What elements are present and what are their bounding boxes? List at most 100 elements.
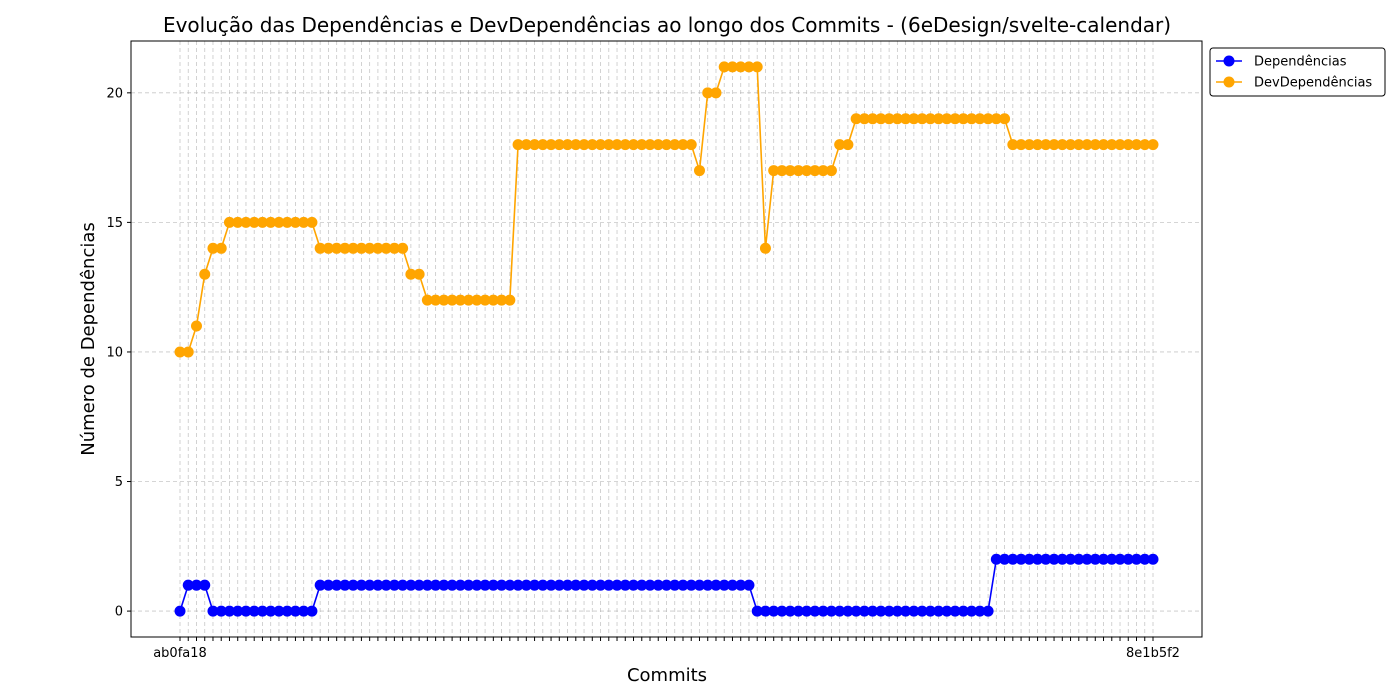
- data-point: [248, 216, 260, 228]
- data-point: [355, 579, 367, 591]
- data-point: [545, 579, 557, 591]
- data-point: [207, 605, 219, 617]
- data-point: [273, 216, 285, 228]
- data-point: [553, 139, 565, 151]
- data-point: [710, 579, 722, 591]
- x-tick-label-first: ab0fa18: [153, 646, 207, 661]
- data-point: [685, 579, 697, 591]
- data-point: [1114, 553, 1126, 565]
- data-point: [322, 242, 334, 254]
- data-point: [974, 605, 986, 617]
- data-point: [916, 113, 928, 125]
- data-point: [578, 139, 590, 151]
- data-point: [182, 579, 194, 591]
- grid-lines: [131, 41, 1202, 637]
- data-point: [751, 61, 763, 73]
- data-point: [1040, 139, 1052, 151]
- data-point: [372, 579, 384, 591]
- data-point: [1139, 139, 1151, 151]
- data-point: [611, 139, 623, 151]
- data-point: [1015, 139, 1027, 151]
- data-point: [223, 216, 235, 228]
- y-axis-label: Número de Dependências: [78, 222, 99, 456]
- data-point: [454, 579, 466, 591]
- data-point: [685, 139, 697, 151]
- data-point: [306, 216, 318, 228]
- data-point: [619, 579, 631, 591]
- data-point: [1065, 139, 1077, 151]
- data-point: [529, 139, 541, 151]
- data-point: [768, 605, 780, 617]
- data-point: [875, 113, 887, 125]
- data-point: [1081, 139, 1093, 151]
- data-point: [240, 216, 252, 228]
- data-point: [199, 579, 211, 591]
- data-point: [735, 61, 747, 73]
- data-point: [941, 113, 953, 125]
- data-point: [504, 579, 516, 591]
- data-point: [1056, 553, 1068, 565]
- data-point: [628, 579, 640, 591]
- data-point: [240, 605, 252, 617]
- data-point: [314, 242, 326, 254]
- data-point: [562, 139, 574, 151]
- data-point: [825, 605, 837, 617]
- data-point: [413, 579, 425, 591]
- data-point: [661, 579, 672, 591]
- data-point: [726, 579, 738, 591]
- data-point: [463, 294, 475, 306]
- data-point: [570, 139, 582, 151]
- data-point: [1065, 553, 1077, 565]
- data-point: [792, 165, 804, 177]
- data-point: [900, 605, 912, 617]
- data-point: [512, 579, 524, 591]
- data-point: [710, 87, 722, 99]
- data-point: [265, 605, 277, 617]
- data-point: [199, 268, 211, 280]
- data-point: [438, 294, 450, 306]
- data-point: [545, 139, 557, 151]
- data-point: [949, 605, 961, 617]
- data-point: [298, 216, 310, 228]
- legend-label: Dependências: [1254, 55, 1347, 70]
- data-point: [1023, 139, 1035, 151]
- data-point: [669, 139, 681, 151]
- data-point: [1032, 139, 1044, 151]
- data-point: [537, 579, 549, 591]
- data-point: [999, 113, 1011, 125]
- data-point: [644, 579, 656, 591]
- data-point: [388, 579, 400, 591]
- data-point: [784, 165, 796, 177]
- data-point: [454, 294, 466, 306]
- legend-box: [1209, 47, 1386, 97]
- data-point: [190, 320, 202, 332]
- data-point: [1131, 553, 1143, 565]
- data-point: [207, 242, 219, 254]
- data-point: [570, 579, 582, 591]
- data-point: [281, 216, 293, 228]
- data-point: [858, 605, 870, 617]
- data-point: [611, 579, 623, 591]
- data-point: [702, 579, 714, 591]
- data-point: [256, 605, 268, 617]
- data-point: [529, 579, 541, 591]
- data-point: [817, 605, 829, 617]
- data-point: [430, 579, 442, 591]
- data-point: [957, 605, 969, 617]
- legend-marker: [1223, 55, 1235, 67]
- data-point: [215, 605, 227, 617]
- series-layer: [174, 61, 1159, 617]
- data-point: [834, 139, 846, 151]
- data-point: [636, 139, 648, 151]
- x-tick-label-last: 8e1b5f2: [1126, 646, 1180, 661]
- data-point: [883, 605, 895, 617]
- data-point: [182, 346, 194, 358]
- data-point: [603, 139, 615, 151]
- data-point: [792, 605, 804, 617]
- data-point: [1106, 139, 1118, 151]
- y-tick-label: 5: [115, 475, 123, 490]
- data-point: [677, 579, 689, 591]
- data-point: [479, 294, 491, 306]
- data-point: [809, 605, 821, 617]
- data-point: [908, 113, 920, 125]
